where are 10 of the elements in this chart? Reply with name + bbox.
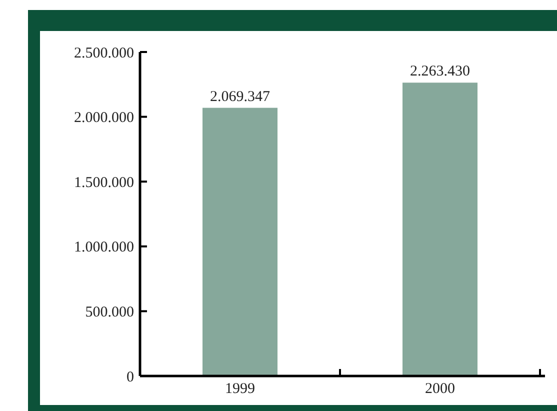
x-tick-label: 1999 [225,381,255,397]
x-tick-label: 2000 [425,381,455,397]
y-tick-label: 2.500.000 [74,45,134,62]
y-tick-label: 1.500.000 [74,174,134,191]
y-tick-label: 500.000 [85,304,134,320]
data-label: 2.069.347 [210,88,270,105]
y-tick-label: 1.000.000 [74,240,134,256]
data-label: 2.263.430 [410,64,470,80]
y-tick-label: 2.000.000 [74,110,134,126]
y-tick-label: 0 [126,369,134,386]
